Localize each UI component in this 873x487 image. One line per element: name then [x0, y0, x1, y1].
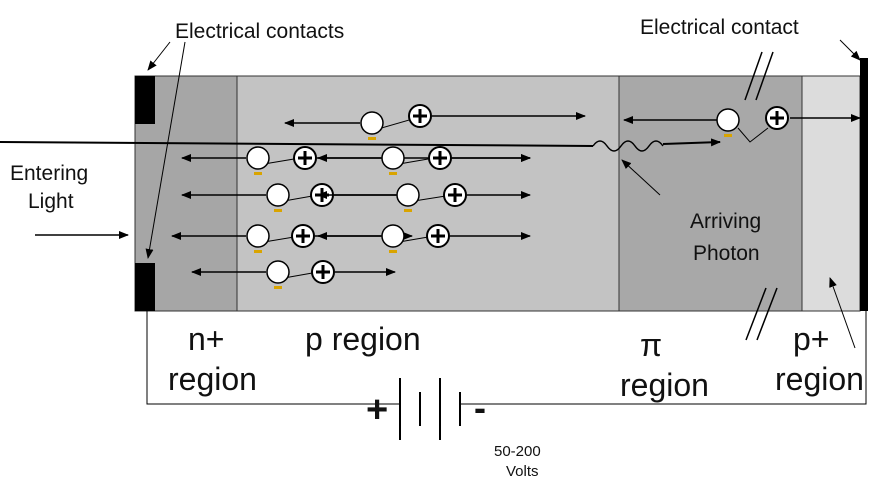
entering-light-label-2: Light — [28, 190, 74, 213]
battery-icon — [399, 378, 461, 440]
wire-break-bottom-icon — [745, 287, 778, 341]
wire-break-top-icon — [744, 51, 774, 101]
electron-icon — [246, 146, 270, 170]
arriving-photon-label-1: Arriving — [690, 210, 761, 233]
electron-icon — [396, 183, 420, 207]
electron-minus-icon — [274, 209, 282, 212]
electron-icon — [246, 224, 270, 248]
contacts-pointer-bottom — [145, 41, 186, 259]
photon-pointer — [621, 159, 661, 196]
electron-icon — [381, 146, 405, 170]
electrical-contact-label: Electrical contact — [640, 16, 799, 39]
battery-plus-label: + — [366, 389, 388, 431]
contacts-pointer-top — [147, 41, 171, 71]
contact-pointer-right — [839, 39, 861, 61]
n-plus-region-label-1: n+ — [188, 321, 224, 357]
light-ray-main — [0, 141, 594, 147]
battery-minus-label: - — [474, 387, 486, 428]
electron-minus-icon — [404, 209, 412, 212]
electron-minus-icon — [389, 172, 397, 175]
electron-minus-icon — [724, 134, 732, 137]
p-plus-region-label-2: region — [775, 361, 864, 397]
pi-region-label-1: π — [640, 327, 662, 363]
electron-icon — [266, 183, 290, 207]
left-bottom-contact — [135, 263, 155, 311]
pi-region-label-2: region — [620, 367, 709, 403]
electron-icon — [360, 111, 384, 135]
electron-icon — [266, 260, 290, 284]
p-plus-pointer — [829, 277, 856, 349]
circuit-wire-right — [460, 311, 867, 405]
photon-arrow — [662, 138, 721, 147]
right-contact — [860, 58, 868, 311]
electron-minus-icon — [254, 172, 262, 175]
photon-wave — [592, 140, 664, 152]
p-region-label: p region — [305, 321, 421, 357]
circuit-wire — [146, 311, 400, 405]
electron-minus-icon — [274, 286, 282, 289]
voltage-label-2: Volts — [506, 463, 539, 480]
n-plus-region-label-2: region — [168, 361, 257, 397]
p-plus-region-label-1: p+ — [793, 321, 829, 357]
arriving-photon-label-2: Photon — [693, 242, 760, 265]
left-top-contact — [135, 76, 155, 124]
p-plus-region-block — [801, 75, 861, 312]
electron-minus-icon — [254, 250, 262, 253]
voltage-label-1: 50-200 — [494, 443, 541, 460]
entering-light-label-1: Entering — [10, 162, 88, 185]
pair-split-line — [737, 127, 769, 143]
electron-icon — [381, 224, 405, 248]
carrier-group — [171, 104, 861, 289]
electron-minus-icon — [368, 137, 376, 140]
electrical-contacts-label: Electrical contacts — [175, 20, 344, 43]
electron-icon — [716, 108, 740, 132]
electron-minus-icon — [389, 250, 397, 253]
